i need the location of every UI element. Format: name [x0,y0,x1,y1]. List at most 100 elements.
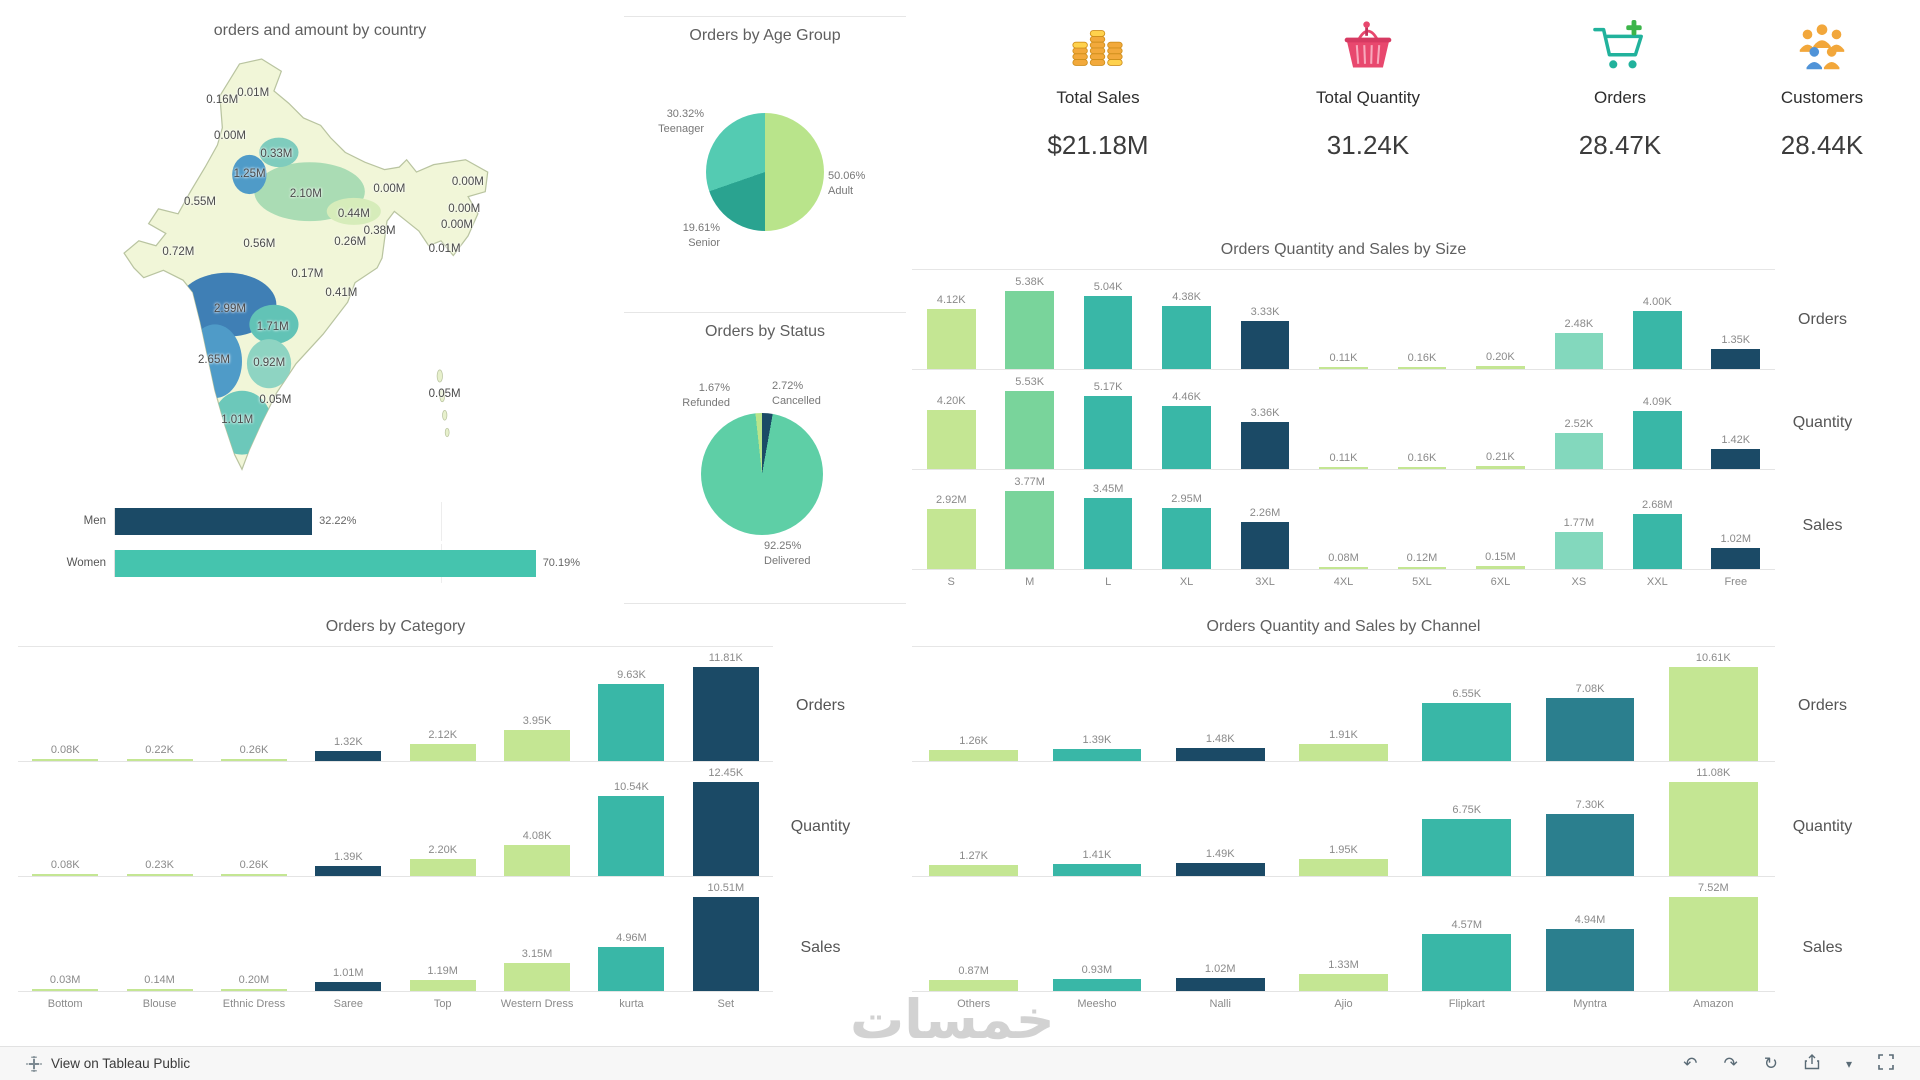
bar[interactable] [929,980,1019,991]
bar[interactable] [1299,974,1388,991]
bar[interactable] [1052,864,1142,876]
fullscreen-icon[interactable] [1878,1054,1894,1073]
bar-value-label: 2.68M [1642,498,1673,511]
bar[interactable] [929,865,1019,876]
bar[interactable] [220,758,287,761]
bar[interactable] [1175,747,1265,761]
bar[interactable] [1545,698,1635,761]
bar[interactable] [1240,421,1290,469]
bar[interactable] [1545,929,1635,991]
bar-cell: 0.15M [1461,470,1539,569]
bar[interactable] [504,729,571,761]
bar[interactable] [926,409,976,469]
bar[interactable] [1319,567,1368,569]
view-on-tableau-link[interactable]: View on Tableau Public [26,1055,190,1072]
bar[interactable] [1240,522,1290,569]
bar[interactable] [115,549,536,577]
age-group-pie[interactable] [706,113,824,231]
bar[interactable] [926,309,976,369]
bar[interactable] [1397,466,1447,469]
bar[interactable] [126,874,193,876]
bar[interactable] [929,749,1019,761]
bar[interactable] [220,874,287,876]
bar[interactable] [1476,565,1525,569]
india-map[interactable]: 0.16M 0.01M 0.00M 0.33M 1.25M 2.10M 0.55M 0.00M… [70,58,586,490]
bar[interactable] [1005,291,1054,369]
bar[interactable] [315,865,382,876]
bar[interactable] [1476,366,1525,369]
bar[interactable] [409,859,476,876]
bar[interactable] [692,667,759,761]
bar[interactable] [1162,507,1211,569]
undo-icon[interactable]: ↶ [1683,1054,1698,1073]
bar[interactable] [1083,497,1133,569]
bar[interactable] [315,981,382,991]
bar[interactable] [1319,467,1368,469]
status-pie[interactable] [701,413,823,535]
bar[interactable] [1668,897,1758,991]
bar[interactable] [32,759,99,761]
bar[interactable] [1668,782,1758,876]
bar[interactable] [1554,333,1604,369]
bar[interactable] [1476,466,1525,469]
bar[interactable] [1083,295,1133,369]
bar[interactable] [598,684,665,761]
bar[interactable] [1554,532,1604,569]
bar[interactable] [126,759,193,761]
bar[interactable] [1299,859,1388,876]
bar[interactable] [1632,513,1682,569]
bar[interactable] [598,946,665,991]
bar[interactable] [1052,748,1142,761]
bar[interactable] [1175,863,1265,876]
bar[interactable] [1397,566,1447,569]
bar-cell: 0.87M [912,877,1035,991]
bar-cell: 0.22K [112,647,206,761]
bar[interactable] [1240,320,1290,369]
bar[interactable] [1299,744,1388,761]
caret-down-icon[interactable]: ▾ [1845,1056,1852,1071]
bar[interactable] [692,897,759,991]
bar[interactable] [1083,396,1133,469]
bar[interactable] [32,989,99,991]
bar-cell: 0.16K [1383,370,1461,469]
bar[interactable] [409,980,476,991]
bar[interactable] [1175,978,1265,991]
redo-icon[interactable]: ↷ [1723,1054,1738,1073]
bar[interactable] [1422,818,1512,876]
bar[interactable] [32,874,99,876]
bar[interactable] [115,507,313,535]
bar[interactable] [1005,391,1054,469]
share-icon[interactable] [1804,1054,1820,1073]
bar[interactable] [1052,979,1142,991]
bar[interactable] [315,750,382,761]
bar[interactable] [1422,702,1512,761]
bar[interactable] [504,962,571,991]
bar[interactable] [1162,406,1211,469]
bar[interactable] [126,989,193,991]
series-label: Quantity [1792,414,1853,431]
bar[interactable] [1632,311,1682,369]
bar[interactable] [409,744,476,761]
bar[interactable] [504,845,571,876]
bar[interactable] [692,782,759,876]
bar[interactable] [1711,349,1761,369]
bar[interactable] [1005,491,1054,569]
series-label: Orders [796,697,845,715]
bar[interactable] [1668,667,1758,761]
bar[interactable] [1632,411,1682,469]
map-region-label: 2.99M [213,302,246,315]
bar[interactable] [1554,433,1604,469]
bar[interactable] [1319,367,1368,369]
reset-icon[interactable]: ↻ [1763,1054,1778,1073]
bar[interactable] [1162,305,1211,369]
channel-panel: Orders Quantity and Sales by Channel 1.2… [912,612,1870,1032]
bar[interactable] [1422,933,1512,991]
bar[interactable] [1545,814,1635,876]
bar-cell: 1.26K [912,647,1035,761]
bar[interactable] [926,508,976,569]
bar[interactable] [220,989,287,991]
bar[interactable] [1711,547,1761,569]
bar[interactable] [598,796,665,876]
bar[interactable] [1397,366,1447,369]
bar[interactable] [1711,448,1761,469]
